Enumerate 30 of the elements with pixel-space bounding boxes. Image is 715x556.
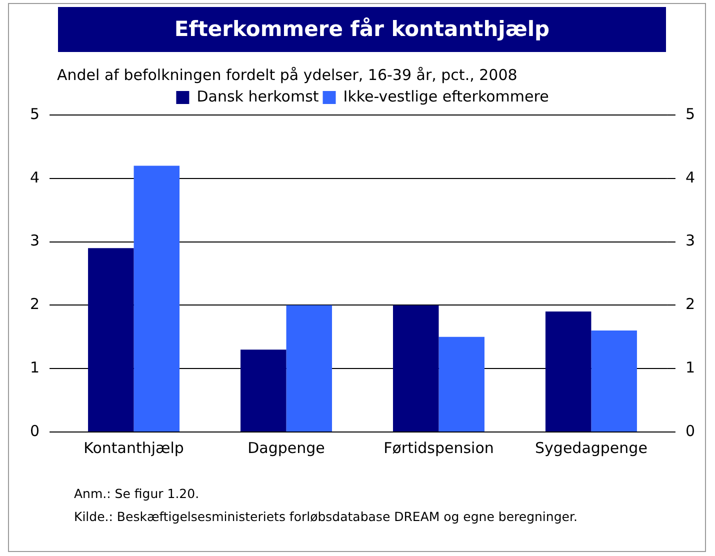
x-tick-label: Kontanthjælp: [84, 438, 184, 457]
chart-subtitle: Andel af befolkningen fordelt på ydelser, 16-39 år, pct., 2008: [57, 66, 518, 84]
bar: [240, 350, 286, 432]
y2-tick-label: 1: [685, 358, 696, 376]
y2-tick-label: 3: [685, 232, 696, 250]
bar: [591, 330, 637, 432]
chart-title: Efterkommere får kontanthjælp: [58, 7, 666, 52]
legend-label: Dansk herkomst: [196, 87, 319, 106]
y2-tick-label: 4: [685, 168, 696, 186]
bar: [286, 305, 332, 432]
x-tick-label: Førtidspension: [384, 438, 494, 457]
x-tick-label: Sygedagpenge: [535, 438, 648, 457]
y2-tick-label: 2: [685, 295, 696, 314]
x-tick-label: Dagpenge: [248, 438, 325, 457]
bar: [88, 248, 134, 432]
y-tick-label: 3: [30, 232, 40, 250]
text: Kilde.: Beskæftigelsesministeriets forløbsdatabase DREAM og egne beregninger.: [74, 509, 578, 524]
y-tick-label: 4: [30, 168, 40, 186]
bar: [134, 166, 180, 432]
y-tick-label: 0: [30, 422, 40, 440]
bar: [545, 312, 592, 432]
bar: [392, 305, 439, 432]
y2-tick-label: 0: [685, 422, 696, 440]
y2-tick-label: 5: [685, 104, 696, 123]
y-tick-label: 2: [30, 295, 40, 314]
bar: [438, 336, 484, 432]
text: Anm.: Se figur 1.20.: [74, 486, 200, 501]
legend-label: Ikke-vestlige efterkommere: [343, 87, 549, 106]
y-tick-label: 5: [30, 104, 40, 123]
y-tick-label: 1: [30, 358, 40, 376]
